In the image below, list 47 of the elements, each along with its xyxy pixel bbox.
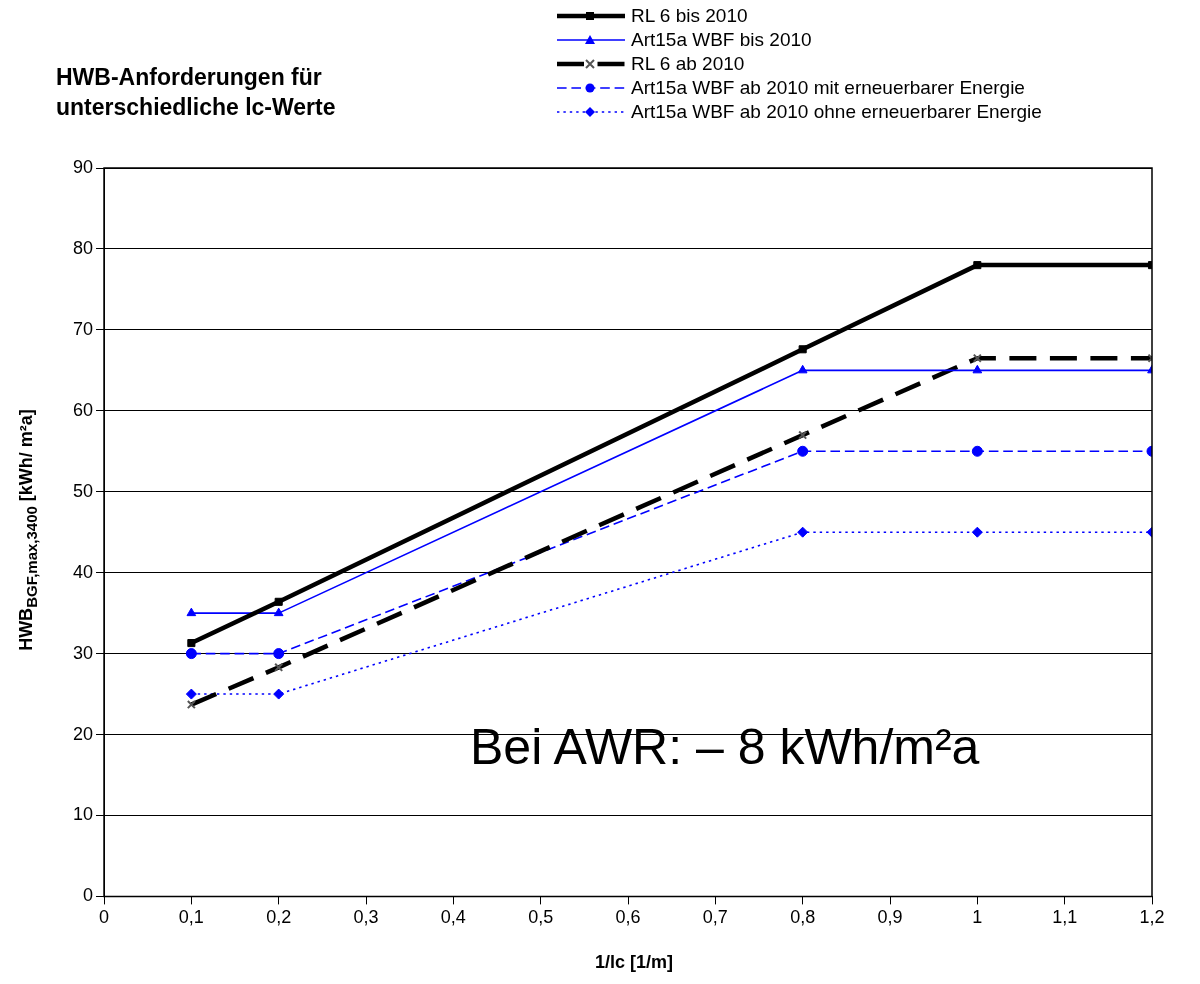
point: [973, 261, 982, 270]
point: [185, 688, 197, 700]
point: [186, 607, 197, 617]
point: [971, 445, 983, 457]
point: [972, 364, 983, 374]
y-tick-label: 50: [72, 480, 94, 501]
y-tick-label: 60: [72, 399, 94, 420]
x-tick-label: 0: [99, 907, 110, 928]
x-tick-label: 0,4: [440, 907, 466, 928]
x-tick-label: 1,1: [1052, 907, 1078, 928]
x-tick-label: 0,9: [877, 907, 903, 928]
point: [187, 639, 196, 648]
point: [798, 345, 807, 354]
x-tick-label: 0,7: [702, 907, 728, 928]
y-tick-label: 40: [72, 561, 94, 582]
point: [273, 648, 285, 660]
x-tick-label: 0,3: [353, 907, 379, 928]
y-tick-label: 70: [72, 318, 94, 339]
x-tick-label: 0,1: [178, 907, 204, 928]
annotation: Bei AWR: – 8 kWh/m²a: [470, 718, 980, 776]
point: [185, 648, 197, 660]
y-tick-label: 30: [72, 642, 94, 663]
point: [274, 597, 283, 606]
point: [797, 526, 809, 538]
legend-label: RL 6 bis 2010: [631, 4, 748, 28]
legend-label: Art15a WBF ab 2010 ohne erneuerbarer Energie: [631, 100, 1042, 124]
x-tick-label: 0,8: [790, 907, 816, 928]
point: [971, 526, 983, 538]
point: [273, 688, 285, 700]
x-tick-label: 1: [972, 907, 983, 928]
point: [797, 364, 808, 374]
y-tick-label: 90: [72, 156, 94, 177]
y-tick-label: 20: [72, 723, 94, 744]
y-tick-label: 10: [72, 804, 94, 825]
x-tick-label: 1,2: [1139, 907, 1165, 928]
point: [797, 445, 809, 457]
x-tick-label: 0,6: [615, 907, 641, 928]
x-tick-label: 0,5: [528, 907, 554, 928]
y-tick-label: 80: [72, 237, 94, 258]
chart-title: HWB-Anforderungen für unterschiedliche lc-Werte: [56, 63, 337, 122]
x-axis-title: 1/lc [1/m]: [594, 952, 674, 973]
legend-label: RL 6 ab 2010: [631, 52, 745, 76]
y-tick-label: 0: [83, 885, 94, 906]
legend-label: Art15a WBF bis 2010: [631, 28, 812, 52]
x-tick-label: 0,2: [266, 907, 292, 928]
point: [273, 607, 284, 617]
legend-label: Art15a WBF ab 2010 mit erneuerbarer Energie: [631, 76, 1025, 100]
